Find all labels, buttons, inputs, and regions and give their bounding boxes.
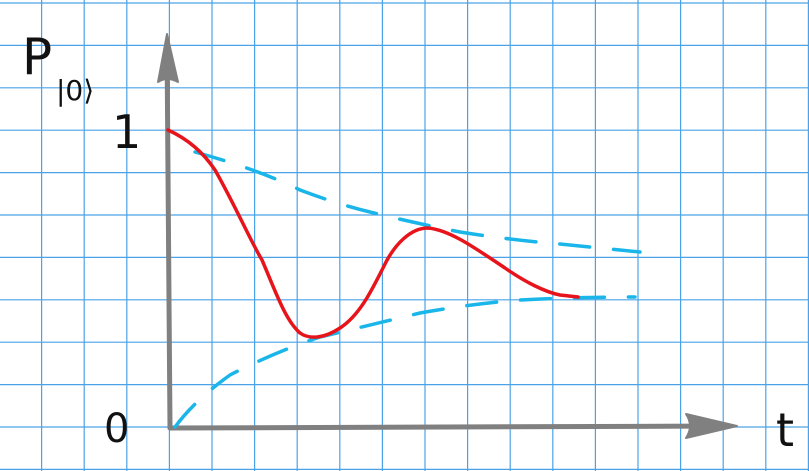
probability-curve [166,128,580,339]
x-axis-line [167,423,728,431]
upper-envelope-dashed [193,150,642,254]
x-axis-label: t [776,403,794,457]
x-axis-arrowhead [685,413,738,439]
decay-envelope [173,150,642,429]
lower-envelope-dashed [173,295,637,429]
axes [157,33,738,439]
y-axis-arrowhead [157,33,179,83]
y-value-one-label: 1 [112,105,141,159]
y-axis-label: P [22,28,52,86]
y-axis-subscript: |0⟩ [56,74,94,107]
origin-label: 0 [104,406,129,452]
y-axis-line [164,42,173,431]
axis-labels: P |0⟩ 1 0 t [22,28,794,457]
